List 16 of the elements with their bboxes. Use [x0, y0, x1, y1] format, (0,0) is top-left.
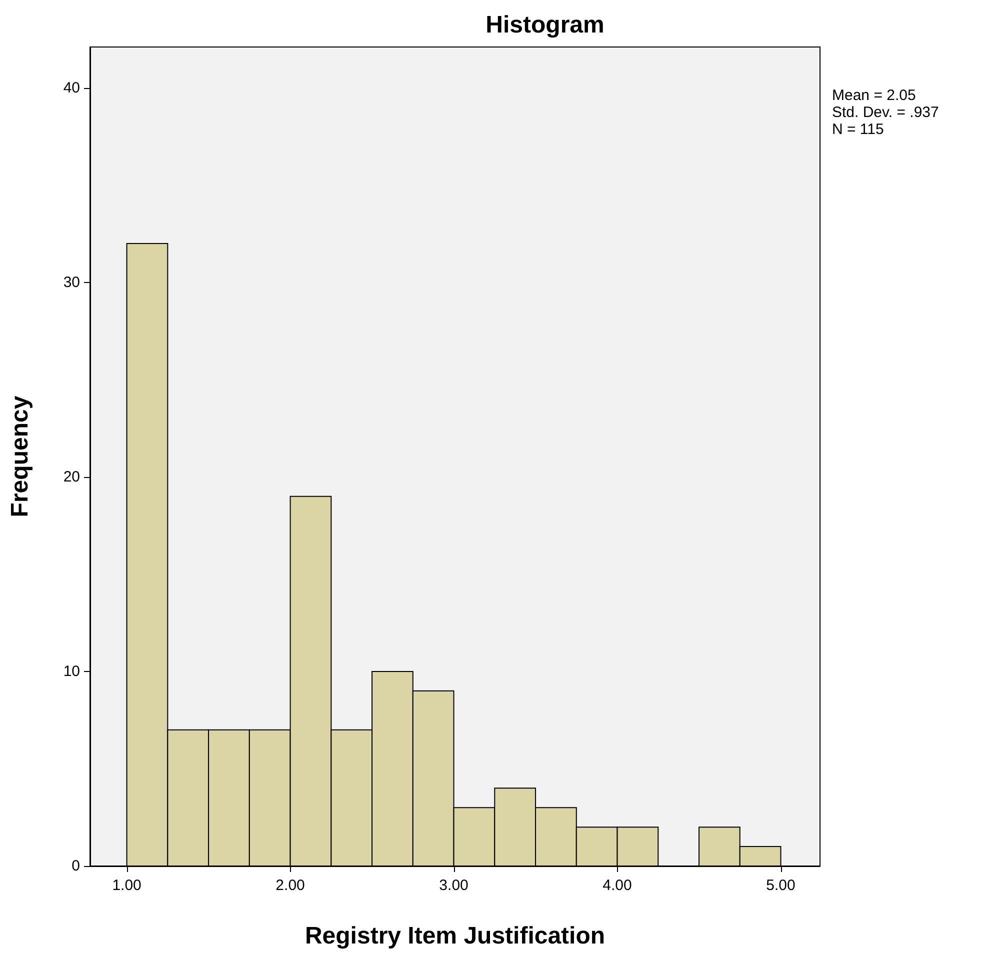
y-tick-label: 0 [72, 858, 80, 874]
text: Mean = 2.05 [832, 87, 916, 104]
text: N = 115 [832, 121, 884, 138]
x-tick-label: 5.00 [766, 877, 796, 894]
y-tick-label: 40 [63, 79, 80, 96]
x-tick-label: 1.00 [112, 877, 142, 894]
x-tick-label: 2.00 [276, 877, 305, 894]
y-tick-label: 30 [63, 274, 80, 291]
x-axis-title: Registry Item Justification [304, 922, 606, 950]
y-tick-label: 10 [63, 662, 80, 680]
x-tick-label: 3.00 [439, 877, 468, 894]
x-tick-label: 4.00 [602, 877, 632, 894]
chart-title: Histogram [486, 12, 604, 38]
y-tick-label: 20 [63, 468, 80, 486]
y-axis-title: Frequency [6, 395, 34, 518]
text: Std. Dev. = .937 [832, 104, 939, 121]
